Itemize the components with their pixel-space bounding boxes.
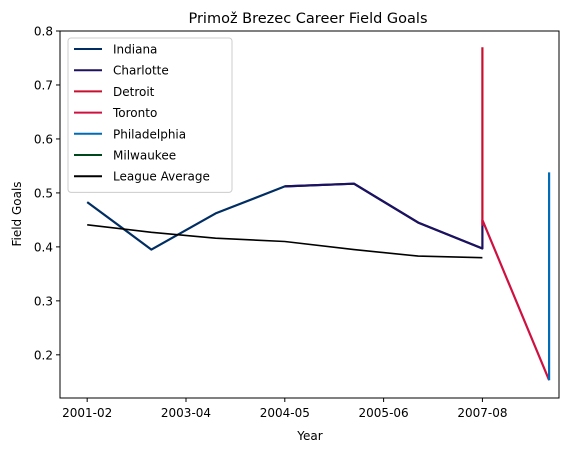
legend-label-league-average: League Average	[113, 170, 210, 184]
series-line-charlotte	[284, 182, 484, 250]
legend-label-milwaukee: Milwaukee	[113, 149, 176, 163]
legend-label-toronto: Toronto	[112, 106, 157, 120]
x-tick-label: 2007-08	[457, 406, 507, 420]
x-tick-label: 2001-02	[62, 406, 112, 420]
series-line-toronto	[481, 218, 551, 381]
plot-frame	[59, 30, 560, 399]
legend-label-detroit: Detroit	[113, 85, 155, 99]
plot-lines	[86, 47, 551, 381]
y-tick-label: 0.2	[34, 348, 53, 362]
legend: Indiana Charlotte Detroit Toronto Philadelph…	[67, 37, 233, 193]
y-axis-label: Field Goals	[10, 181, 24, 246]
y-tick-label: 0.3	[34, 294, 53, 308]
chart-title: Primož Brezec Career Field Goals	[188, 11, 427, 27]
legend-label-indiana: Indiana	[113, 43, 157, 57]
legend-label-charlotte: Charlotte	[113, 64, 169, 78]
x-tick-label: 2004-05	[260, 406, 310, 420]
y-tick-label: 0.7	[34, 78, 53, 92]
y-tick-label: 0.6	[34, 132, 53, 146]
y-axis: 0.2 0.3 0.4 0.5 0.6 0.7 0.8	[34, 25, 60, 362]
y-tick-label: 0.4	[34, 240, 53, 254]
series-line-league-average	[87, 224, 483, 259]
legend-box	[67, 37, 233, 193]
x-tick-label: 2003-04	[161, 406, 211, 420]
x-axis: 2001-02 2003-04 2004-05 2005-06 2007-08	[62, 398, 507, 420]
x-axis-label: Year	[296, 429, 322, 443]
legend-label-philadelphia: Philadelphia	[113, 127, 186, 141]
y-tick-label: 0.8	[34, 25, 53, 39]
y-tick-label: 0.5	[34, 186, 53, 200]
x-tick-label: 2005-06	[359, 406, 409, 420]
